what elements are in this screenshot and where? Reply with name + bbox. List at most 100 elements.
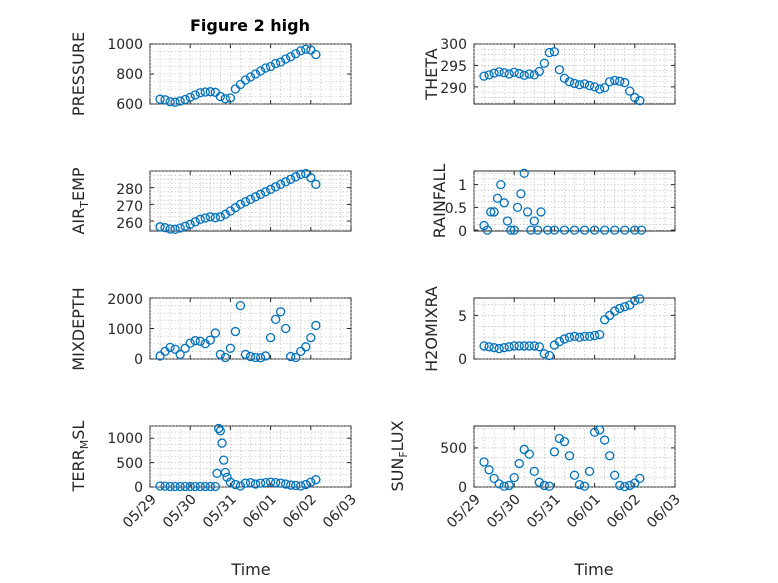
data-point — [479, 341, 489, 351]
data-point — [311, 49, 321, 60]
data-point — [265, 184, 276, 194]
data-point — [504, 342, 514, 352]
data-point — [235, 199, 246, 209]
data-point — [489, 68, 499, 78]
data-point — [496, 179, 506, 190]
data-point — [210, 328, 220, 338]
data-point — [286, 351, 296, 362]
data-point — [291, 49, 301, 59]
data-point — [200, 481, 210, 492]
data-point — [185, 338, 195, 348]
data-point — [569, 225, 580, 235]
data-point — [574, 80, 585, 90]
data-point — [559, 436, 570, 447]
data-point — [270, 477, 281, 488]
data-point — [170, 97, 180, 107]
y-tick-label: 0 — [458, 224, 467, 240]
data-point — [205, 481, 215, 492]
data-point — [260, 187, 271, 197]
data-point — [615, 480, 625, 491]
data-point — [214, 423, 224, 434]
data-point — [220, 467, 231, 478]
data-point — [275, 478, 286, 488]
data-point — [205, 335, 215, 345]
data-point — [529, 341, 539, 351]
data-point — [635, 473, 645, 484]
data-point — [506, 225, 516, 235]
subplot-sun-flux: 0 500 SUNFLUX — [388, 420, 676, 496]
data-point — [185, 481, 195, 492]
data-point — [579, 331, 590, 341]
data-point — [533, 225, 543, 235]
data-point — [494, 343, 504, 354]
data-point — [579, 481, 590, 491]
data-point — [291, 480, 301, 491]
data-point — [190, 481, 200, 492]
data-point — [265, 477, 276, 487]
data-point — [275, 57, 286, 67]
data-point — [534, 477, 544, 487]
data-point — [240, 478, 251, 488]
data-point — [165, 97, 175, 107]
data-point — [549, 47, 560, 57]
plot-area — [473, 425, 676, 488]
subplot-mixdepth: 0 1000 2000 MIXDEPTH — [69, 287, 352, 371]
data-point — [584, 331, 595, 341]
data-point — [564, 451, 575, 461]
data-point — [175, 223, 185, 233]
data-point — [615, 303, 625, 314]
data-point — [615, 76, 625, 86]
data-point — [215, 212, 226, 222]
data-point — [605, 77, 615, 87]
data-point — [250, 192, 261, 202]
y-tick-label: 800 — [116, 67, 143, 83]
y-tick-label: 0 — [458, 352, 467, 368]
data-point — [630, 295, 640, 306]
y-axis-label: AIRTEMP — [69, 167, 91, 234]
data-point — [311, 320, 321, 331]
data-point — [296, 169, 306, 179]
plot-area — [473, 297, 676, 360]
subplot-theta: 290 295 300 THETA — [422, 37, 676, 106]
data-point — [492, 193, 503, 203]
data-point — [494, 67, 504, 77]
data-point — [569, 470, 580, 480]
y-tick-label: 270 — [116, 199, 143, 215]
data-point — [250, 69, 261, 79]
data-point — [219, 455, 229, 465]
data-point — [306, 173, 316, 183]
data-point — [569, 78, 580, 89]
data-point — [526, 225, 536, 235]
data-point — [260, 351, 271, 361]
data-point — [210, 481, 220, 492]
y-tick-label: 0 — [134, 352, 143, 368]
data-point — [180, 481, 190, 492]
y-tick-label: 0.5 — [445, 201, 467, 217]
data-point — [240, 75, 251, 85]
data-point — [205, 87, 215, 97]
data-point — [543, 225, 553, 235]
y-tick-label: 0 — [134, 480, 143, 496]
data-point — [160, 223, 170, 233]
y-tick-label: 300 — [440, 37, 467, 53]
data-point — [549, 225, 560, 235]
data-point — [286, 52, 296, 62]
data-point — [165, 481, 175, 492]
data-point — [625, 86, 635, 96]
data-point — [155, 351, 165, 361]
data-point — [281, 54, 291, 64]
data-point — [589, 330, 600, 341]
data-point — [519, 168, 529, 178]
data-point — [255, 478, 266, 488]
data-point — [265, 332, 276, 343]
data-point — [514, 458, 524, 469]
data-point — [519, 444, 529, 455]
data-point — [549, 447, 560, 457]
data-point — [630, 225, 640, 235]
data-point — [630, 478, 640, 488]
data-point — [610, 306, 620, 316]
data-point — [636, 225, 647, 235]
y-tick-label: 500 — [116, 456, 143, 472]
data-point — [564, 332, 575, 342]
data-point — [489, 473, 499, 484]
